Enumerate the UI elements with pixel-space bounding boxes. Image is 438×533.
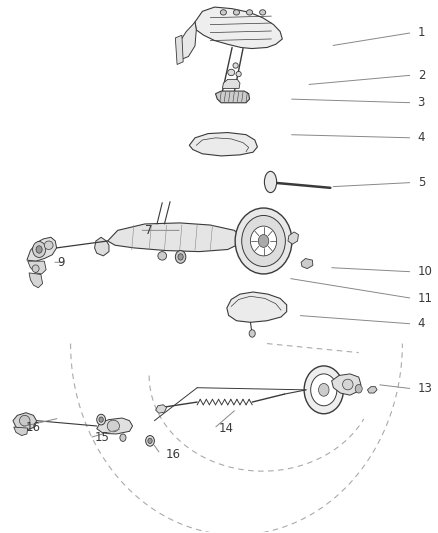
Ellipse shape	[233, 63, 238, 68]
Polygon shape	[223, 79, 240, 88]
Ellipse shape	[44, 241, 53, 249]
Ellipse shape	[220, 10, 226, 15]
Polygon shape	[215, 91, 250, 103]
Text: 16: 16	[166, 448, 181, 461]
Text: 15: 15	[95, 431, 110, 444]
Text: 4: 4	[418, 131, 425, 144]
Ellipse shape	[235, 208, 292, 274]
Ellipse shape	[107, 420, 120, 432]
Polygon shape	[108, 223, 242, 252]
Ellipse shape	[355, 384, 362, 393]
Text: 4: 4	[418, 318, 425, 330]
Text: 1: 1	[418, 26, 425, 39]
Polygon shape	[367, 386, 377, 393]
Polygon shape	[301, 259, 313, 269]
Ellipse shape	[99, 417, 103, 422]
Ellipse shape	[32, 241, 46, 257]
Ellipse shape	[97, 414, 106, 425]
Ellipse shape	[175, 251, 186, 263]
Ellipse shape	[251, 226, 277, 256]
Polygon shape	[332, 374, 361, 395]
Text: 3: 3	[418, 96, 425, 109]
Text: 11: 11	[418, 292, 433, 305]
Ellipse shape	[311, 374, 337, 406]
Ellipse shape	[120, 434, 126, 441]
Text: 16: 16	[26, 421, 41, 433]
Text: 5: 5	[418, 176, 425, 189]
Polygon shape	[95, 237, 109, 256]
Polygon shape	[97, 418, 133, 434]
Polygon shape	[14, 427, 28, 435]
Text: 7: 7	[145, 224, 152, 237]
Ellipse shape	[32, 265, 39, 272]
Ellipse shape	[146, 435, 154, 446]
Ellipse shape	[265, 171, 277, 192]
Text: 2: 2	[418, 69, 425, 82]
Text: 9: 9	[57, 256, 65, 269]
Ellipse shape	[178, 254, 183, 260]
Ellipse shape	[247, 10, 253, 15]
Polygon shape	[227, 292, 287, 322]
Text: 14: 14	[219, 422, 234, 435]
Polygon shape	[177, 22, 196, 59]
Ellipse shape	[304, 366, 343, 414]
Ellipse shape	[260, 10, 266, 15]
Polygon shape	[29, 273, 42, 288]
Polygon shape	[13, 413, 36, 430]
Polygon shape	[189, 133, 258, 156]
Ellipse shape	[148, 438, 152, 443]
Ellipse shape	[36, 246, 42, 253]
Text: 13: 13	[418, 382, 433, 395]
Ellipse shape	[19, 415, 30, 426]
Ellipse shape	[343, 379, 353, 390]
Polygon shape	[27, 237, 57, 261]
Text: 10: 10	[418, 265, 433, 278]
Polygon shape	[28, 261, 46, 274]
Polygon shape	[175, 35, 183, 64]
Ellipse shape	[233, 10, 240, 15]
Ellipse shape	[318, 383, 329, 396]
Ellipse shape	[236, 71, 241, 77]
Polygon shape	[288, 232, 298, 244]
Polygon shape	[195, 7, 283, 49]
Ellipse shape	[158, 252, 166, 260]
Polygon shape	[155, 405, 166, 413]
Ellipse shape	[242, 215, 286, 266]
Ellipse shape	[249, 330, 255, 337]
Ellipse shape	[228, 69, 235, 76]
Ellipse shape	[258, 235, 269, 247]
